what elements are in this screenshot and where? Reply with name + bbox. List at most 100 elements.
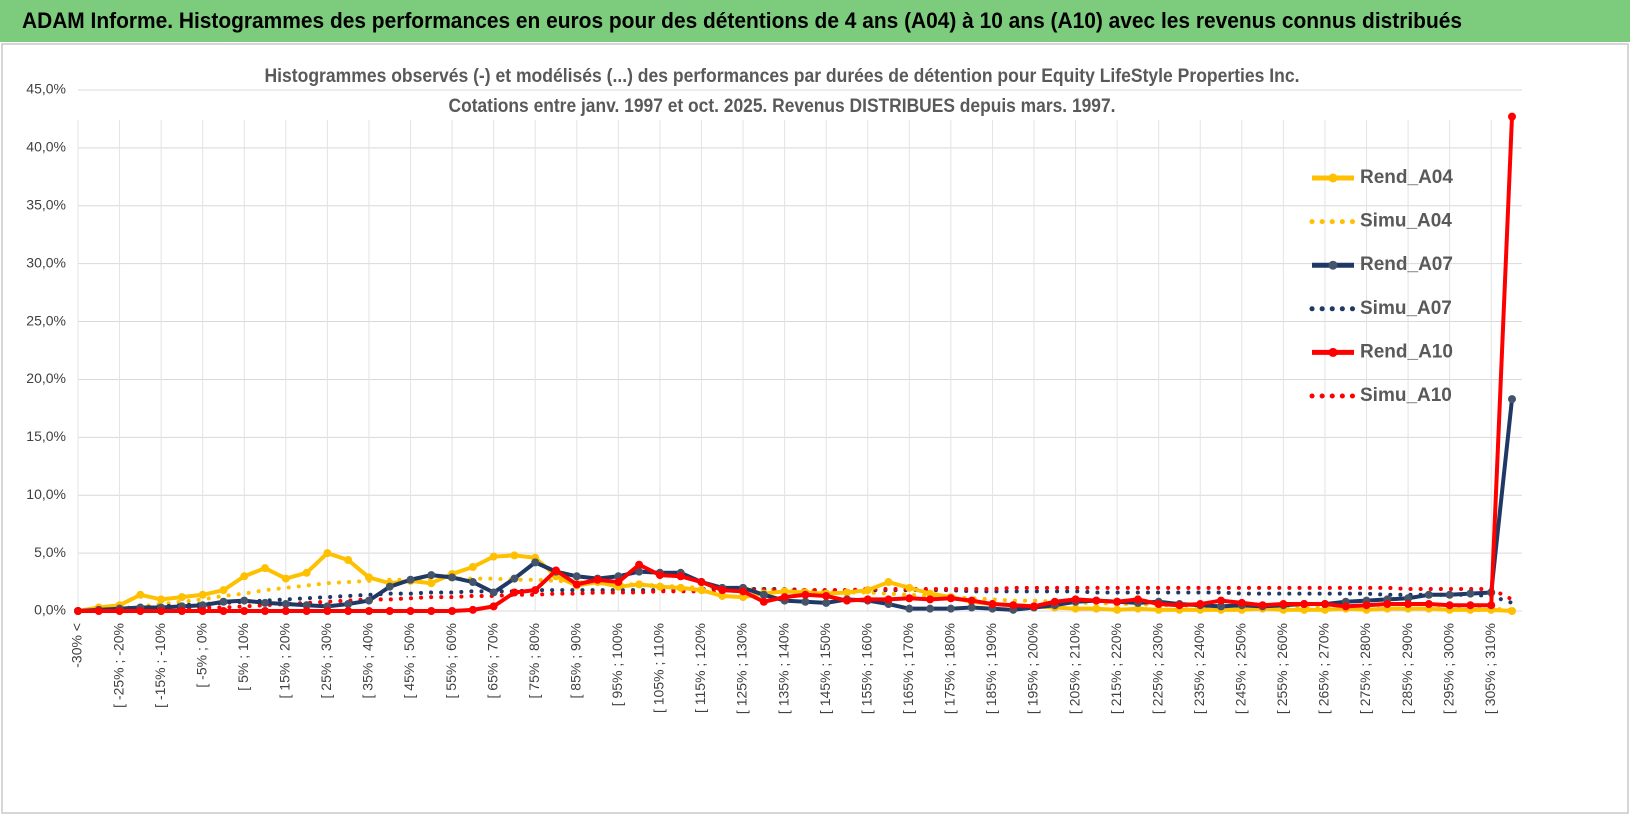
data-point — [801, 590, 810, 599]
data-point — [281, 607, 290, 615]
data-point — [926, 595, 935, 604]
y-tick-label: 5,0% — [34, 544, 66, 560]
data-point — [302, 607, 311, 615]
data-point — [1258, 601, 1267, 610]
data-point — [552, 566, 560, 575]
y-tick-label: 0,0% — [34, 602, 66, 618]
data-point — [1050, 597, 1059, 606]
data-point — [572, 580, 581, 589]
data-point — [323, 549, 332, 558]
data-point — [364, 596, 373, 605]
data-point — [988, 600, 997, 609]
legend-label: Simu_A07 — [1360, 298, 1452, 319]
data-point — [510, 574, 519, 583]
x-tick-label: [ 235% ; 240% — [1191, 623, 1207, 714]
x-tick-label: [ 195% ; 200% — [1025, 623, 1041, 714]
x-tick-label: [ 25% ; 30% — [318, 623, 334, 699]
x-tick-label: [ 285% ; 290% — [1399, 623, 1415, 714]
data-point — [468, 563, 477, 572]
x-tick-label: [ 65% ; 70% — [484, 623, 500, 699]
data-point — [635, 580, 644, 589]
data-point — [427, 607, 436, 615]
legend-marker — [1328, 173, 1338, 183]
data-point — [759, 590, 768, 599]
data-point — [1113, 597, 1122, 606]
legend-label: Simu_A04 — [1360, 211, 1452, 232]
data-point — [1217, 602, 1226, 611]
data-point — [946, 594, 955, 603]
data-point — [198, 607, 207, 615]
data-point — [1092, 604, 1101, 613]
x-tick-label: [ 205% ; 210% — [1066, 623, 1082, 714]
x-tick-label: [ 295% ; 300% — [1440, 623, 1456, 714]
data-point — [510, 588, 519, 597]
legend-label: Rend_A10 — [1360, 341, 1453, 362]
data-point — [884, 595, 893, 604]
data-point — [1300, 605, 1309, 614]
data-point — [905, 594, 914, 603]
x-tick-label: [ 175% ; 180% — [942, 623, 958, 714]
data-point — [1071, 595, 1080, 604]
data-point — [448, 573, 457, 582]
x-tick-label: [ 275% ; 280% — [1357, 623, 1373, 714]
data-point — [489, 602, 498, 611]
data-point — [926, 589, 935, 598]
data-point — [1279, 600, 1288, 609]
x-tick-label: [ 105% ; 110% — [651, 623, 667, 713]
data-point — [1030, 602, 1038, 611]
data-point — [842, 596, 851, 605]
x-tick-label: [ 145% ; 150% — [817, 623, 833, 714]
series-line — [78, 116, 1514, 613]
data-point — [427, 571, 436, 580]
data-point — [427, 579, 436, 588]
data-point — [1404, 594, 1413, 603]
x-tick-label: [ 55% ; 60% — [443, 623, 459, 699]
x-tick-label: [ 245% ; 250% — [1233, 623, 1249, 714]
data-point — [1341, 602, 1350, 611]
data-point — [240, 572, 249, 581]
x-tick-label: [ 95% ; 100% — [609, 623, 625, 706]
data-point — [74, 607, 82, 615]
data-point — [1175, 601, 1184, 610]
y-tick-label: 35,0% — [26, 196, 66, 212]
data-point — [822, 598, 831, 607]
x-tick-label: [ -25% ; -20% — [110, 623, 126, 708]
x-tick-label: [ 45% ; 50% — [401, 623, 417, 699]
x-tick-label: [ 185% ; 190% — [983, 623, 999, 714]
data-point — [219, 586, 228, 595]
data-point — [863, 595, 872, 604]
data-point — [323, 607, 332, 615]
y-tick-label: 30,0% — [26, 254, 66, 270]
x-tick-label: [ 265% ; 270% — [1316, 623, 1332, 714]
chart-frame — [1, 43, 1629, 814]
chart-subtitle: Cotations entre janv. 1997 et oct. 2025.… — [449, 96, 1116, 117]
data-point — [1404, 600, 1413, 609]
data-point — [1320, 605, 1329, 614]
data-point — [302, 601, 311, 610]
x-tick-label: [ 135% ; 140% — [775, 623, 791, 714]
data-point — [1009, 601, 1018, 610]
data-point — [739, 593, 748, 602]
grid: 0,0% 5,0% 10,0% 15,0% 20,0% 25,0% 30,0% 35,0% 40… — [26, 81, 1522, 714]
data-point — [1424, 590, 1433, 599]
data-point — [136, 607, 145, 615]
x-tick-label: [ -15% ; -10% — [152, 623, 168, 708]
data-point — [1237, 598, 1246, 607]
data-point — [655, 571, 664, 580]
y-tick-label: 25,0% — [26, 312, 66, 328]
data-point — [364, 573, 373, 582]
x-tick-label: [ 255% ; 260% — [1274, 623, 1290, 714]
data-point — [842, 588, 851, 597]
data-point — [344, 600, 353, 609]
x-tick-label: -30% < — [69, 623, 85, 668]
data-point — [406, 607, 415, 615]
data-point — [1196, 600, 1205, 609]
data-point — [718, 591, 727, 600]
data-point — [697, 578, 706, 587]
data-point — [905, 604, 914, 613]
data-point — [468, 605, 477, 614]
legend-marker — [1328, 347, 1338, 357]
legend-label: Simu_A10 — [1360, 385, 1452, 406]
data-point — [1217, 596, 1226, 605]
